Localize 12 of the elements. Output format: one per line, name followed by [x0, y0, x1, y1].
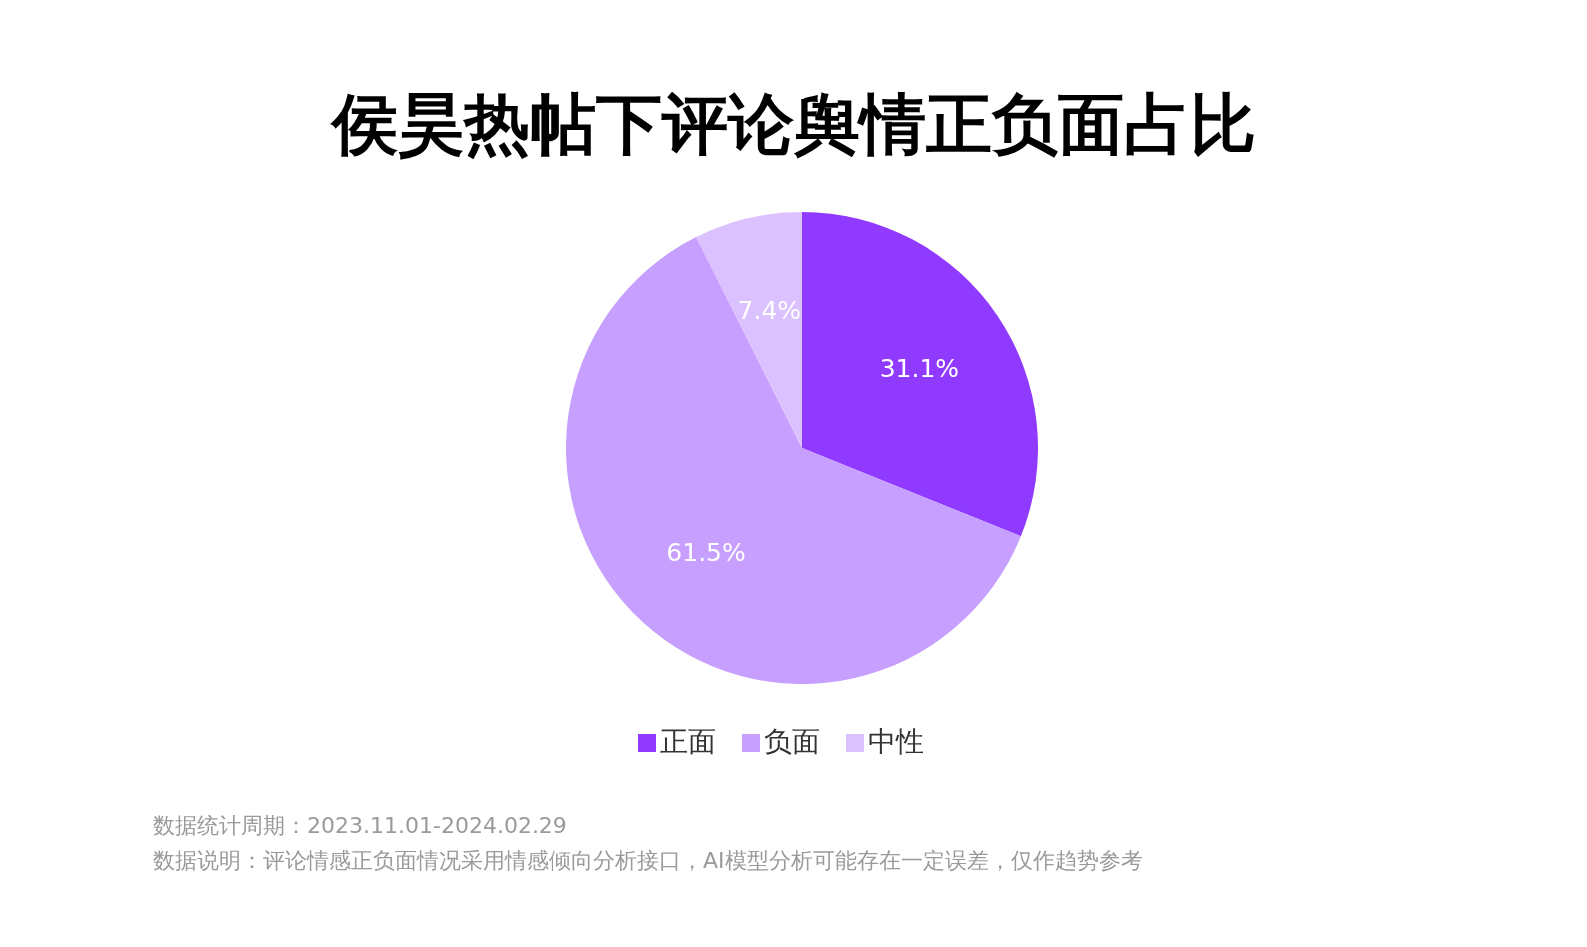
legend-label: 中性	[867, 725, 924, 758]
pie-slice	[566, 237, 1021, 684]
legend-label: 负面	[763, 725, 820, 758]
pie-slice	[696, 212, 802, 448]
legend-label: 正面	[659, 725, 716, 758]
data-label: 61.5%	[666, 537, 746, 567]
data-label: 7.4%	[737, 295, 802, 325]
pie-slice	[802, 212, 1038, 537]
chart-title: 侯昊热帖下评论舆情正负面占比	[329, 85, 1257, 165]
data-label: 31.1%	[879, 354, 960, 384]
text: 数据统计周期：2023.11.01-2024.02.29	[153, 812, 568, 840]
text: 数据说明：评论情感正负面情况采用情感倾向分析接口，AI模型分析可能存在一定误差，仅作趋势参考	[153, 847, 1143, 875]
